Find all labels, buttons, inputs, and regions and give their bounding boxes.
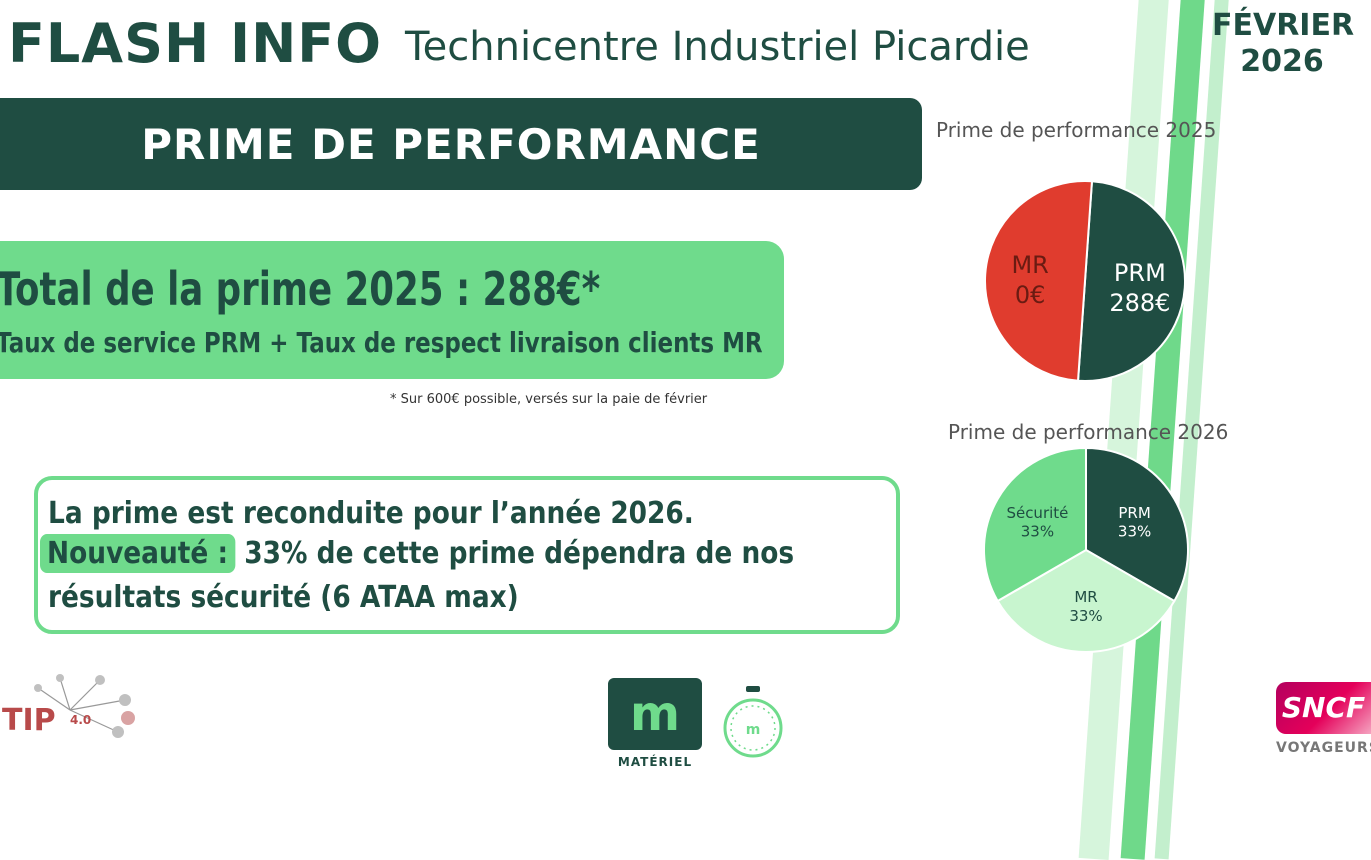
pie-slice-value: 288€ [1109,289,1170,317]
total-panel [0,241,784,379]
total-title: Total de la prime 2025 : 288€* [0,262,601,316]
pie-slice-value: 33% [1021,523,1054,541]
tip-logo-version: 4.0 [70,713,91,727]
pie-slice-name: PRM [1114,259,1166,287]
pie-slice-sécurité [983,446,1087,603]
tip-logo-text: TIP [2,703,56,738]
stopwatch-icon: m [723,686,783,758]
svg-text:m: m [746,722,761,738]
pie-slice-mr [984,180,1094,382]
sncf-logo: SNCF [1276,682,1371,734]
pie-slice-name: Sécurité [1006,504,1068,522]
footnote: * Sur 600€ possible, versés sur la paie … [390,392,708,407]
issue-month: FÉVRIER [1212,8,1355,43]
pie-slice-prm [1076,180,1186,382]
pie-slice-name: MR [1074,588,1097,606]
news-highlight: Nouveauté : [40,534,236,573]
section-banner: PRIME DE PERFORMANCE [0,98,922,190]
pie-slice-name: MR [1011,251,1048,279]
site-subtitle: Technicentre Industriel Picardie [405,24,1030,70]
pie-slice-name: PRM [1118,504,1150,522]
news-line-3: résultats sécurité (6 ATAA max) [48,580,519,615]
pie-slice-value: 0€ [1015,281,1046,309]
issue-date: FÉVRIER 2026 [1212,8,1355,80]
pie-slice-prm [1085,446,1189,603]
news-line-2-rest: 33% de cette prime dépendra de nos [235,536,795,571]
banner-title: PRIME DE PERFORMANCE [141,119,761,169]
pie-2025-title: Prime de performance 2025 [936,118,1217,142]
issue-year: 2026 [1240,44,1324,79]
pie-slice-value: 33% [1069,607,1102,625]
sncf-voyageurs-label: VOYAGEURS [1276,740,1371,756]
news-line-1: La prime est reconduite pour l’année 202… [48,496,694,531]
pie-2026-title: Prime de performance 2026 [948,420,1229,444]
pie-slice-value: 33% [1118,523,1151,541]
materiel-label: MATÉRIEL [617,755,693,769]
materiel-logo: m [608,678,702,750]
tip-logo: TIP 4.0 [2,674,135,738]
flash-info-title: FLASH INFO [8,12,383,75]
total-subtitle: Taux de service PRM + Taux de respect li… [0,326,763,359]
news-line-2: Nouveauté : 33% de cette prime dépendra … [40,534,795,573]
